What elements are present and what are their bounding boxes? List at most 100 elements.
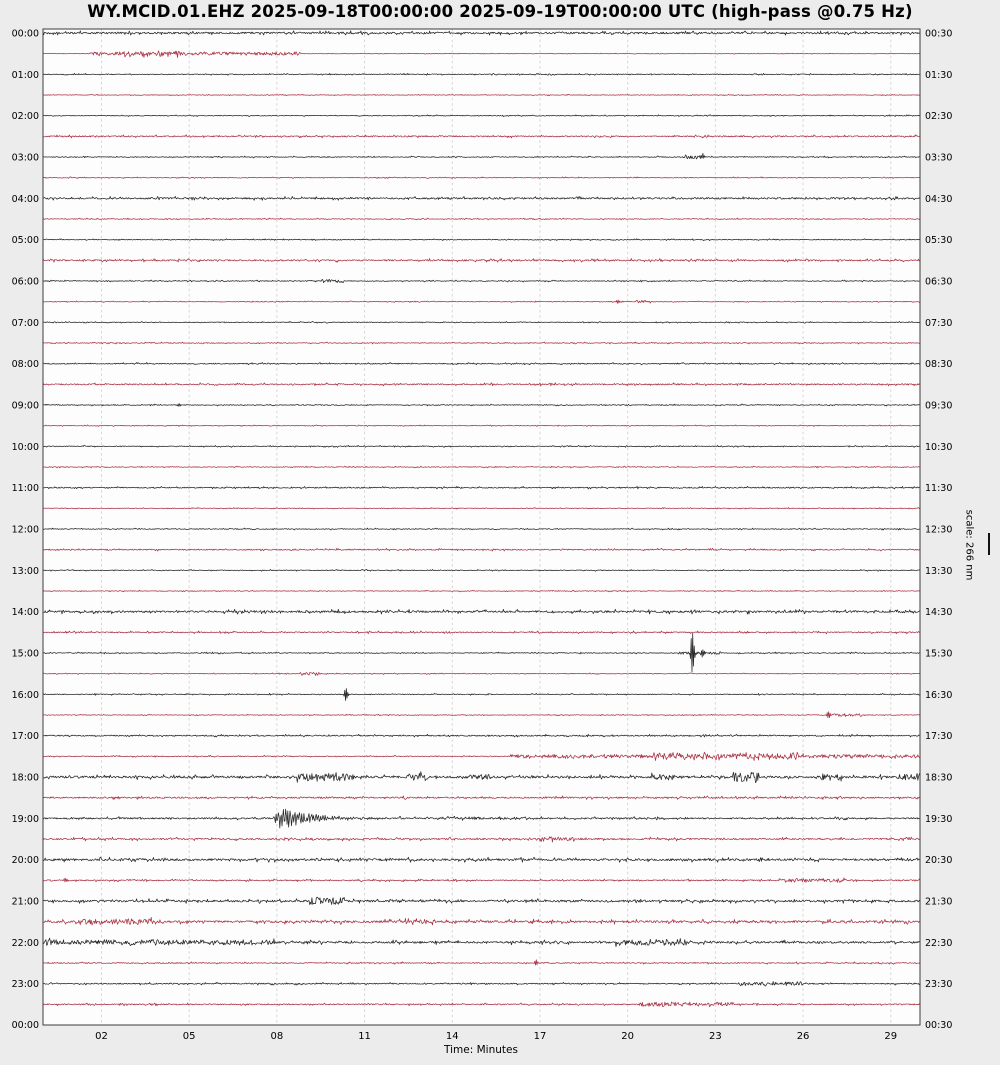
trace-row-20:00 — [42, 856, 921, 863]
right-time-label: 08:30 — [925, 359, 952, 370]
left-time-label: 09:00 — [12, 401, 39, 412]
trace-row-22:00 — [42, 937, 921, 948]
trace-row-14:00 — [42, 608, 921, 615]
right-time-label: 02:30 — [925, 111, 952, 122]
plot-background — [43, 29, 920, 1025]
right-time-label: 21:30 — [925, 897, 952, 908]
left-time-label: 19:00 — [12, 814, 39, 825]
trace-row-03:00 — [42, 152, 921, 160]
left-time-label: 04:00 — [12, 194, 39, 205]
right-time-label: 11:30 — [925, 483, 952, 494]
trace-row-12:00 — [42, 527, 921, 531]
left-time-label: 20:00 — [12, 855, 39, 866]
right-time-label: 01:30 — [925, 70, 952, 81]
left-time-label: 08:00 — [12, 359, 39, 370]
right-time-label: 14:30 — [925, 607, 952, 618]
trace-row-13:30 — [42, 589, 921, 593]
left-time-label: 15:00 — [12, 649, 39, 660]
x-tick-label: 20 — [621, 1031, 634, 1042]
trace-row-02:00 — [42, 114, 921, 117]
right-time-label: 04:30 — [925, 194, 952, 205]
right-time-label: 03:30 — [925, 153, 952, 164]
left-time-label: 14:00 — [12, 607, 39, 618]
left-time-label: 22:00 — [12, 938, 39, 949]
right-time-label: 09:30 — [925, 401, 952, 412]
x-tick-label: 11 — [358, 1031, 371, 1042]
x-tick-label: 26 — [797, 1031, 810, 1042]
trace-row-12:30 — [42, 547, 921, 552]
x-tick-label: 29 — [884, 1031, 897, 1042]
right-time-label: 00:30 — [925, 29, 952, 40]
right-time-label: 23:30 — [925, 979, 952, 990]
trace-row-03:30 — [42, 176, 921, 179]
trace-row-11:00 — [42, 485, 921, 490]
trace-row-15:30 — [42, 672, 921, 676]
left-time-label: 07:00 — [12, 318, 39, 329]
trace-row-14:30 — [42, 630, 921, 635]
right-time-label: 07:30 — [925, 318, 952, 329]
left-time-label: 11:00 — [12, 483, 39, 494]
trace-row-07:00 — [42, 321, 921, 324]
left-time-label: 21:00 — [12, 897, 39, 908]
right-time-label: 06:30 — [925, 277, 952, 288]
x-tick-label: 05 — [183, 1031, 196, 1042]
left-time-label: 02:00 — [12, 111, 39, 122]
trace-row-16:30 — [42, 711, 921, 719]
x-tick-label: 08 — [270, 1031, 283, 1042]
left-time-label: 12:00 — [12, 525, 39, 536]
right-time-label: 20:30 — [925, 855, 952, 866]
trace-row-23:30 — [42, 1001, 921, 1008]
x-tick-label: 17 — [534, 1031, 547, 1042]
bottom-right-time-label: 00:30 — [925, 1020, 952, 1031]
right-time-label: 05:30 — [925, 235, 952, 246]
x-axis-label: Time: Minutes — [444, 1044, 518, 1056]
left-time-label: 05:00 — [12, 235, 39, 246]
left-time-label: 17:00 — [12, 731, 39, 742]
right-time-label: 13:30 — [925, 566, 952, 577]
trace-row-02:30 — [42, 134, 921, 139]
trace-row-06:30 — [43, 299, 921, 304]
x-tick-label: 23 — [709, 1031, 722, 1042]
right-time-label: 18:30 — [925, 773, 952, 784]
trace-row-20:30 — [42, 877, 921, 883]
trace-row-10:00 — [42, 444, 921, 448]
trace-row-21:30 — [42, 917, 921, 926]
left-time-label: 00:00 — [12, 29, 39, 40]
trace-row-08:00 — [42, 362, 921, 366]
trace-row-07:30 — [42, 341, 921, 345]
trace-row-05:00 — [42, 238, 921, 241]
right-time-label: 12:30 — [925, 525, 952, 536]
bottom-left-time-label: 00:00 — [12, 1020, 39, 1031]
trace-row-17:30 — [42, 751, 921, 761]
right-time-label: 19:30 — [925, 814, 952, 825]
x-tick-label: 14 — [446, 1031, 459, 1042]
trace-row-09:30 — [42, 424, 921, 427]
left-time-label: 03:00 — [12, 153, 39, 164]
trace-row-04:00 — [42, 196, 921, 201]
trace-row-10:30 — [42, 465, 921, 469]
x-tick-label: 02 — [95, 1031, 108, 1042]
left-time-label: 10:00 — [12, 442, 39, 453]
right-time-label: 17:30 — [925, 731, 952, 742]
trace-row-00:00 — [42, 30, 921, 36]
trace-row-04:30 — [42, 217, 921, 221]
trace-row-16:00 — [42, 688, 921, 701]
right-time-label: 16:30 — [925, 690, 952, 701]
left-time-label: 06:00 — [12, 277, 39, 288]
left-time-label: 23:00 — [12, 979, 39, 990]
right-time-label: 22:30 — [925, 938, 952, 949]
right-time-label: 15:30 — [925, 649, 952, 660]
plot-frame — [42, 28, 921, 1026]
left-time-label: 01:00 — [12, 70, 39, 81]
scale-bar — [988, 533, 990, 555]
trace-row-00:30 — [42, 50, 921, 58]
trace-row-19:30 — [42, 836, 921, 843]
trace-row-13:00 — [42, 569, 921, 572]
trace-row-19:00 — [42, 808, 921, 829]
trace-row-17:00 — [42, 733, 921, 738]
left-time-label: 13:00 — [12, 566, 39, 577]
page-title: WY.MCID.01.EHZ 2025-09-18T00:00:00 2025-… — [87, 2, 913, 21]
trace-row-01:00 — [42, 72, 921, 76]
right-time-label: 10:30 — [925, 442, 952, 453]
